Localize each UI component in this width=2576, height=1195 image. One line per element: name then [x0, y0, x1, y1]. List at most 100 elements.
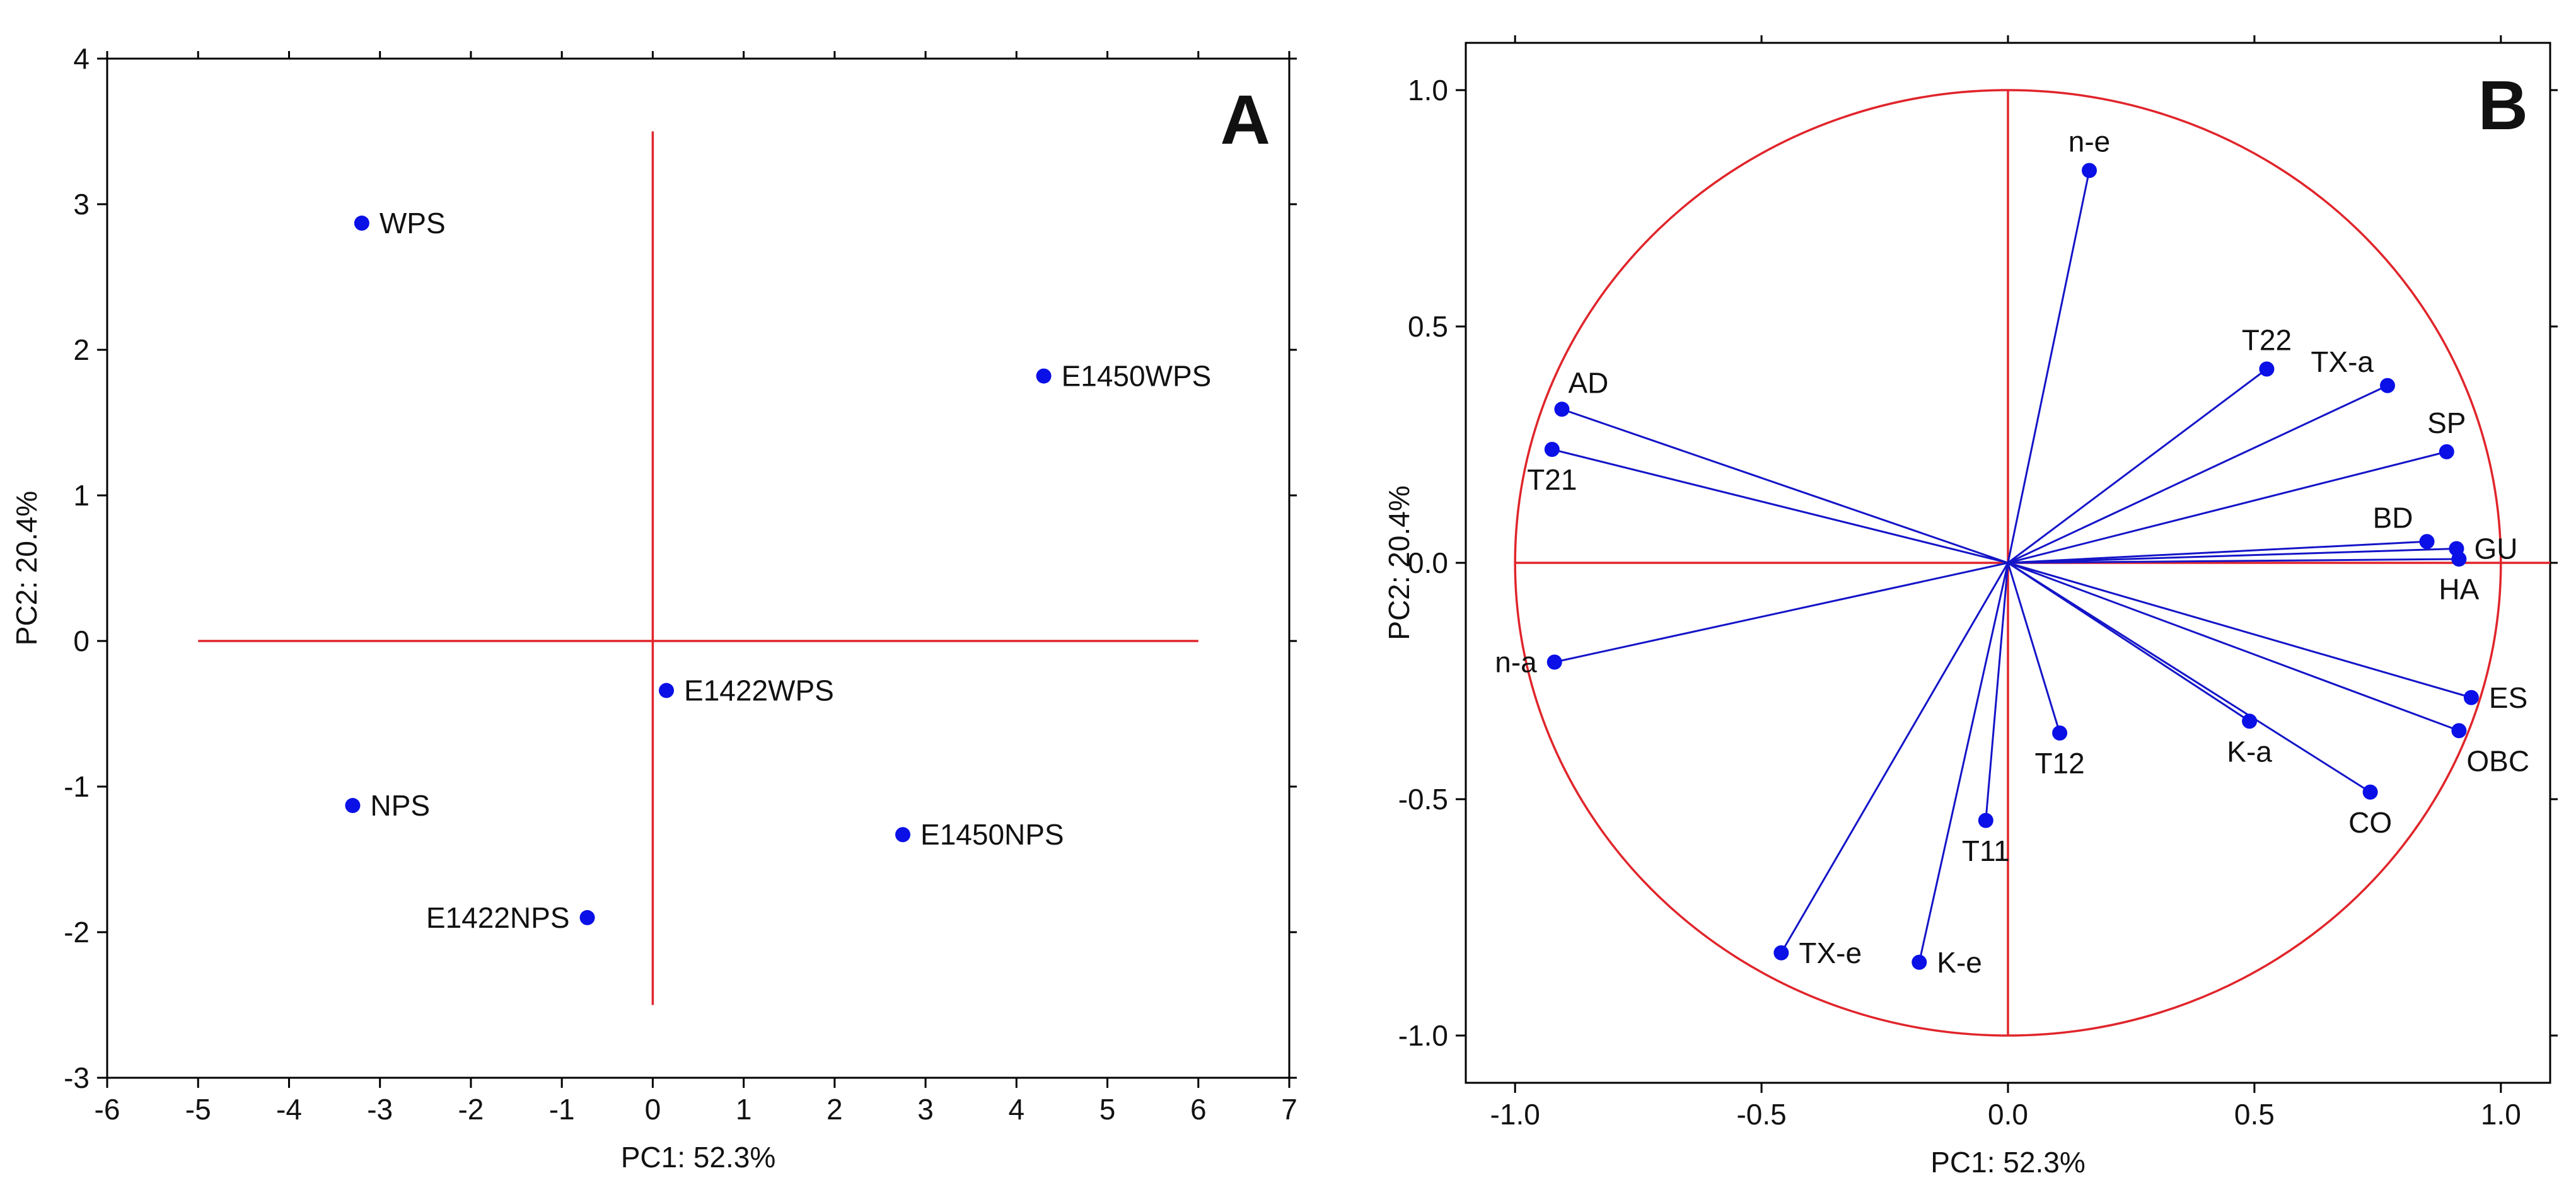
- y-tick-label: -3: [64, 1061, 90, 1094]
- data-point: [2052, 725, 2068, 741]
- y-axis-label: PC2: 20.4%: [10, 491, 43, 645]
- data-point: [1554, 401, 1570, 417]
- y-tick-label: 0: [73, 625, 90, 657]
- point-label: T11: [1962, 834, 2010, 867]
- x-tick-label: 1.0: [2481, 1098, 2521, 1131]
- point-label: SP: [2427, 407, 2466, 439]
- data-point: [2419, 534, 2435, 550]
- data-point: [1546, 654, 1562, 670]
- point-label: T22: [2242, 324, 2292, 357]
- x-axis-label: PC1: 52.3%: [1930, 1146, 2085, 1179]
- x-tick-label: -0.5: [1736, 1098, 1786, 1131]
- point-label: K-a: [2227, 735, 2272, 768]
- x-tick-label: -3: [367, 1093, 393, 1126]
- loading-vector: [2007, 540, 2427, 564]
- point-label: HA: [2439, 573, 2479, 606]
- loading-vector: [2007, 368, 2268, 564]
- loading-vector: [1780, 562, 2009, 954]
- x-tick-label: 6: [1190, 1093, 1207, 1126]
- loading-vector: [2007, 562, 2459, 732]
- data-point: [2242, 713, 2258, 729]
- x-tick-label: -6: [95, 1093, 120, 1126]
- data-point: [2082, 163, 2097, 178]
- x-tick-label: 3: [917, 1093, 934, 1126]
- point-label: OBC: [2466, 744, 2529, 777]
- data-point: [2259, 361, 2275, 377]
- data-point: [2463, 690, 2479, 705]
- loading-vector: [1554, 562, 2009, 663]
- loading-vector: [2007, 548, 2457, 564]
- x-tick-label: 5: [1099, 1093, 1116, 1126]
- x-tick-label: 0: [645, 1093, 661, 1126]
- loading-vector: [1561, 408, 2009, 564]
- loading-vector: [1552, 448, 2009, 564]
- point-label: K-e: [1937, 946, 1982, 979]
- data-point: [2380, 378, 2395, 393]
- point-label: GU: [2474, 533, 2517, 565]
- y-tick-label: -1.0: [1398, 1019, 1448, 1052]
- chart-panel-b: -1.0 -0.5 0.0 0.5 1.0 -1.0 -0.5 0.0 0.5 1.0 PC1: 5…: [1383, 35, 2558, 1179]
- loading-vector: [2007, 562, 2472, 699]
- loading-vector: [1985, 562, 2009, 821]
- point-label: CO: [2348, 806, 2392, 839]
- data-point: [2451, 723, 2467, 739]
- point-label: E1450WPS: [1062, 360, 1212, 393]
- point-label: NPS: [370, 789, 430, 822]
- data-point: [579, 909, 595, 925]
- panel-label: A: [1221, 81, 1270, 159]
- data-point: [2362, 784, 2378, 800]
- y-tick-label: -1: [64, 770, 90, 803]
- point-label: T21: [1527, 463, 1577, 496]
- point-label: WPS: [380, 207, 446, 240]
- data-point: [659, 683, 675, 698]
- panel-label: B: [2478, 67, 2528, 144]
- data-point: [2439, 444, 2454, 459]
- y-tick-label: 3: [73, 188, 90, 221]
- x-tick-label: -4: [276, 1093, 302, 1126]
- y-tick-label: 0.5: [1408, 310, 1448, 343]
- data-point: [1544, 442, 1560, 457]
- x-tick-label: -1: [549, 1093, 575, 1126]
- loading-vector: [2007, 384, 2388, 564]
- data-point: [2451, 551, 2467, 567]
- y-tick-label: 4: [73, 42, 90, 75]
- y-tick-label: 2: [73, 333, 90, 366]
- point-label: AD: [1568, 366, 1608, 399]
- point-label: T12: [2034, 747, 2084, 780]
- data-point: [895, 827, 911, 843]
- y-tick-label: -0.5: [1398, 783, 1448, 816]
- y-tick-label: 1: [73, 479, 90, 512]
- loading-vector: [2007, 562, 2371, 794]
- x-tick-label: 2: [827, 1093, 843, 1126]
- point-label: TX-a: [2311, 345, 2374, 378]
- x-tick-label: -5: [185, 1093, 211, 1126]
- point-label: TX-e: [1799, 937, 1862, 969]
- loading-vector: [2007, 451, 2447, 564]
- point-label: n-a: [1495, 646, 1537, 679]
- x-tick-label: -2: [458, 1093, 484, 1126]
- loading-vector: [2007, 558, 2459, 564]
- loading-vector: [2007, 562, 2250, 722]
- y-tick-label: 0.0: [1408, 546, 1448, 579]
- point-label: E1422NPS: [426, 901, 570, 934]
- loading-vector: [2007, 170, 2091, 563]
- point-label: E1450NPS: [920, 818, 1064, 851]
- data-point: [1773, 945, 1789, 961]
- x-axis-label: PC1: 52.3%: [621, 1141, 775, 1174]
- point-label: E1422WPS: [684, 674, 834, 707]
- data-point: [1912, 954, 1927, 970]
- data-point: [354, 216, 369, 231]
- x-tick-label: 1: [736, 1093, 752, 1126]
- y-tick-label: 1.0: [1408, 74, 1448, 107]
- point-label: n-e: [2068, 125, 2110, 158]
- loading-vector: [2007, 562, 2061, 734]
- x-tick-label: -1.0: [1490, 1098, 1540, 1131]
- y-tick-label: -2: [64, 916, 90, 949]
- point-label: BD: [2373, 501, 2413, 534]
- data-point: [1978, 812, 1993, 828]
- loading-vector: [1918, 562, 2009, 963]
- x-tick-label: 0.5: [2234, 1098, 2275, 1131]
- chart-panel-a: -6 -5 -4 -3 -2 -1 0 1 2 3 4 5 6 7 -3 -2 -1 0 1 2 3 4 PC1: 52.3…: [10, 42, 1297, 1174]
- x-tick-label: 0.0: [1988, 1098, 2028, 1131]
